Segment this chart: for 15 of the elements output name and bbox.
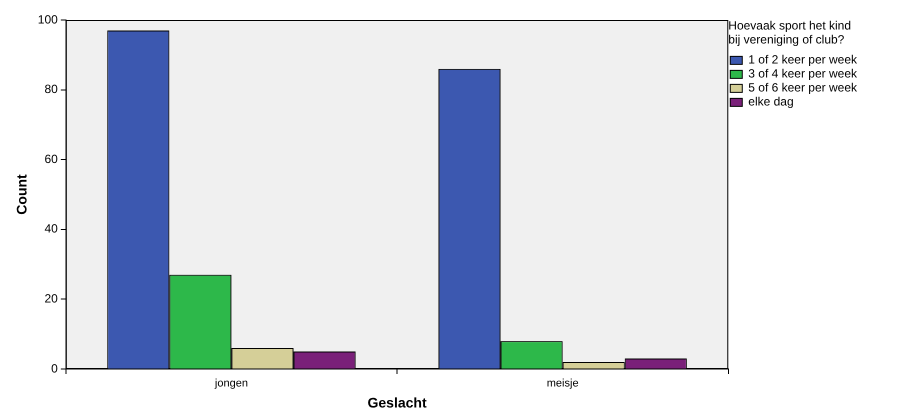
x-tick-label: meisje xyxy=(546,378,579,390)
x-tick-label: jongen xyxy=(214,378,248,390)
legend-label: 5 of 6 keer per week xyxy=(748,80,858,95)
y-tick-label: 60 xyxy=(44,152,58,166)
y-tick-label: 100 xyxy=(38,12,58,26)
legend-title: Hoevaak sport het kind bij vereniging of club? xyxy=(728,18,852,47)
legend-label: elke dag xyxy=(748,94,794,109)
y-tick-label: 20 xyxy=(44,292,58,306)
y-tick-label: 0 xyxy=(51,361,58,376)
y-tick-label: 40 xyxy=(44,222,58,236)
y-axis-title: Count xyxy=(13,174,30,215)
x-axis-title: Geslacht xyxy=(367,394,427,410)
legend-label: 1 of 2 keer per week xyxy=(748,52,858,67)
y-tick-label: 80 xyxy=(44,82,58,96)
legend-label: 3 of 4 keer per week xyxy=(748,66,858,81)
